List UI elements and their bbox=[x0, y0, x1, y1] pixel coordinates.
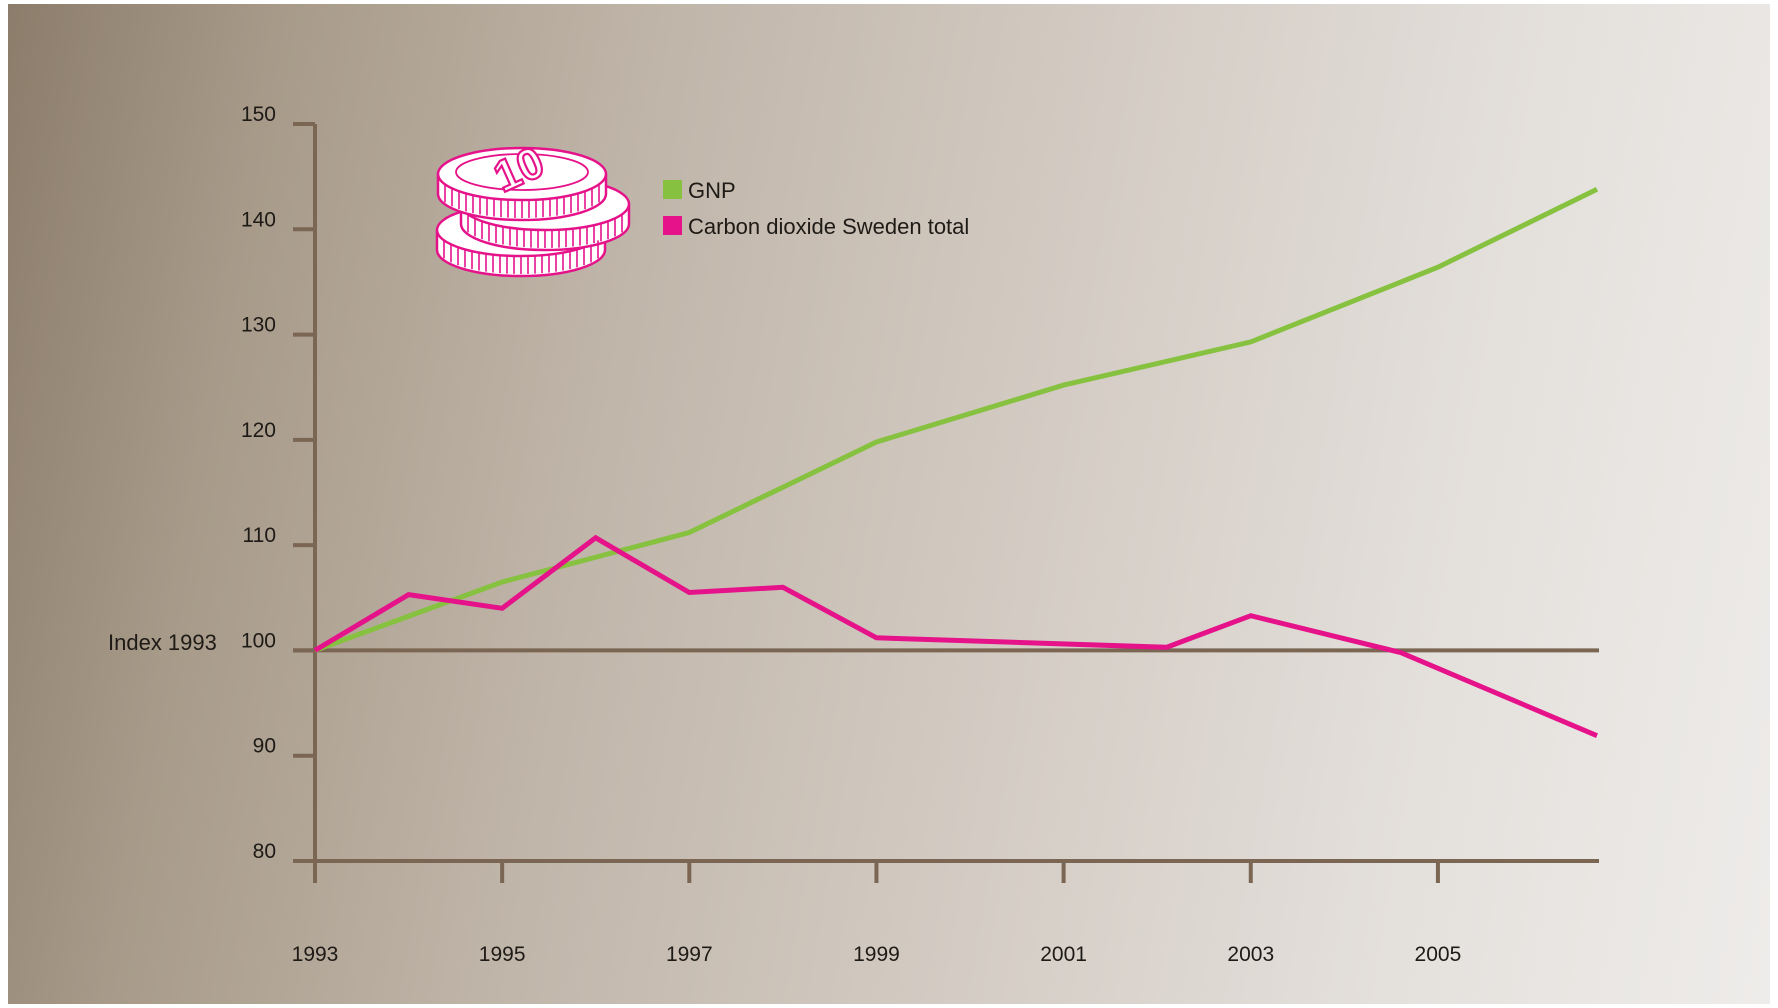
x-tick-label: 1997 bbox=[666, 943, 713, 966]
x-tick-label: 2003 bbox=[1227, 943, 1274, 966]
x-tick-label: 1993 bbox=[292, 943, 339, 966]
y-tick-label: 100 bbox=[241, 629, 276, 652]
y-ticks: 80 90 100 110 120 130 140 150 bbox=[241, 103, 315, 863]
legend-swatch-co2 bbox=[663, 216, 682, 235]
y-tick-label: 140 bbox=[241, 208, 276, 231]
legend-label-gnp: GNP bbox=[688, 178, 736, 203]
coin-stack-icon bbox=[435, 146, 631, 278]
y-tick-label: 130 bbox=[241, 314, 276, 337]
y-tick-label: 120 bbox=[241, 419, 276, 442]
series-lines bbox=[313, 187, 1599, 739]
y-tick-label: 80 bbox=[253, 840, 276, 863]
x-tick-label: 1999 bbox=[853, 943, 900, 966]
x-ticks: 1993 1995 1997 1999 2001 2003 2005 bbox=[292, 861, 1462, 966]
y-tick-label: 110 bbox=[243, 524, 276, 547]
series-line-gnp bbox=[314, 187, 1599, 653]
legend-swatch-gnp bbox=[663, 180, 682, 199]
x-tick-label: 2005 bbox=[1415, 943, 1462, 966]
y-tick-label: 90 bbox=[253, 735, 276, 758]
x-tick-label: 2001 bbox=[1040, 943, 1087, 966]
y-axis-label: Index 1993 bbox=[108, 630, 217, 655]
y-tick-label: 150 bbox=[241, 103, 276, 126]
chart-background bbox=[8, 4, 1770, 1004]
x-tick-label: 1995 bbox=[479, 943, 526, 966]
legend-label-co2: Carbon dioxide Sweden total bbox=[688, 214, 969, 239]
legend: GNP Carbon dioxide Sweden total bbox=[663, 178, 969, 239]
series-line-co2 bbox=[313, 534, 1598, 739]
